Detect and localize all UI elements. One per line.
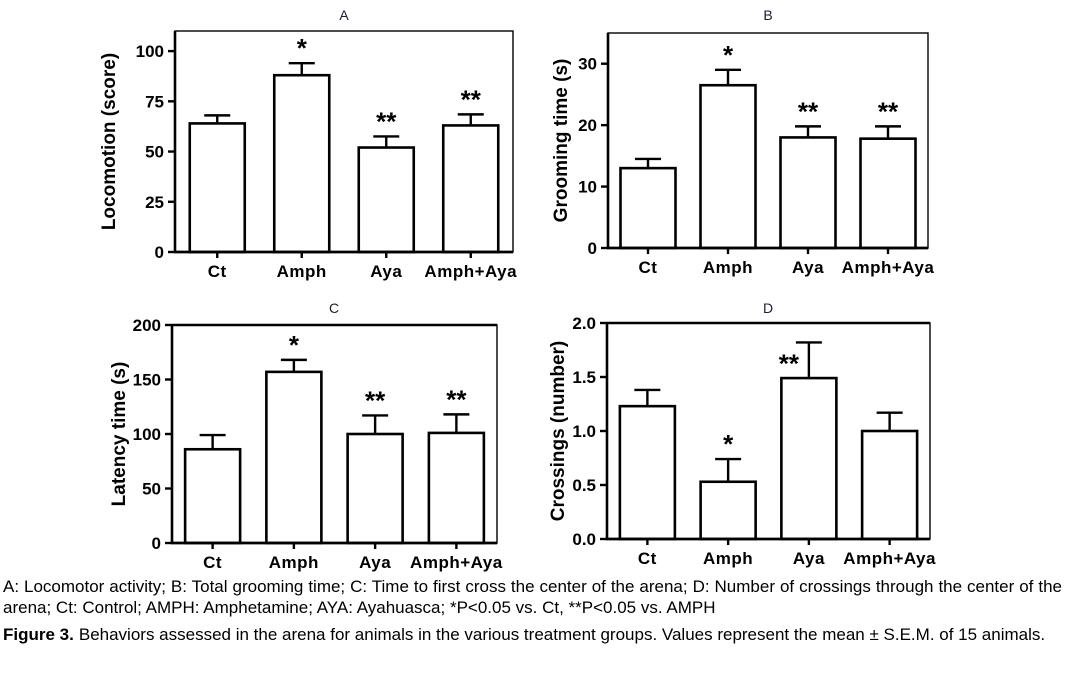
category-label: Amph+Aya bbox=[843, 549, 936, 568]
category-label: Amph bbox=[269, 553, 319, 572]
panel-a-chart: 0 25 50 75 100 Ct Amph * Aya ** Amph+Aya ** A Locomot… bbox=[99, 7, 517, 281]
figure-caption-text: Figure 3. Behaviors assessed in the arena… bbox=[3, 624, 1062, 645]
y-axis-title: Grooming time (s) bbox=[551, 59, 572, 223]
y-tick-label: 25 bbox=[145, 193, 164, 212]
y-axis-title: Crossings (number) bbox=[548, 341, 569, 522]
category-label: Amph bbox=[277, 262, 327, 281]
category-label: Amph+Aya bbox=[424, 262, 517, 281]
panel-d-chart: 0.0 0.5 1.0 1.5 2.0 Ct Amph * Aya ** Amph+Aya D Cros… bbox=[548, 300, 936, 568]
y-tick-label: 100 bbox=[136, 42, 164, 61]
y-tick-label: 0 bbox=[152, 534, 161, 553]
panel-title: D bbox=[763, 300, 773, 316]
significance-marker: * bbox=[723, 429, 734, 459]
bar-amph bbox=[699, 480, 757, 541]
y-tick-label: 2.0 bbox=[572, 314, 596, 333]
category-label: Aya bbox=[370, 262, 402, 281]
bar-amph-aya bbox=[441, 124, 500, 254]
y-tick-label: 20 bbox=[578, 116, 597, 135]
bar-aya bbox=[779, 136, 837, 250]
bar-ct bbox=[188, 122, 247, 254]
bar-aya bbox=[780, 376, 838, 541]
bar-amph bbox=[699, 83, 757, 250]
y-tick-label: 50 bbox=[145, 143, 164, 162]
significance-marker: * bbox=[723, 40, 734, 70]
panel-title: B bbox=[763, 7, 772, 23]
y-tick-label: 0.5 bbox=[572, 476, 596, 495]
category-label: Amph+Aya bbox=[410, 553, 503, 572]
y-tick-label: 75 bbox=[145, 92, 164, 111]
y-axis-title: Latency time (s) bbox=[109, 362, 130, 507]
significance-marker: ** bbox=[461, 84, 482, 114]
category-label: Amph bbox=[703, 549, 753, 568]
figure-caption: A: Locomotor activity; B: Total grooming… bbox=[3, 576, 1062, 645]
bar-ct bbox=[183, 447, 242, 545]
y-tick-label: 1.5 bbox=[572, 368, 596, 387]
y-tick-label: 150 bbox=[133, 371, 161, 390]
significance-marker: ** bbox=[779, 348, 800, 378]
category-label: Ct bbox=[203, 553, 222, 572]
y-tick-label: 0.0 bbox=[572, 530, 596, 549]
y-tick-label: 10 bbox=[578, 178, 597, 197]
bar-amph-aya bbox=[427, 431, 486, 545]
figure-description: Behaviors assessed in the arena for anim… bbox=[78, 625, 1046, 644]
panel-title: A bbox=[339, 7, 349, 23]
bar-aya bbox=[357, 146, 416, 254]
category-label: Aya bbox=[792, 258, 824, 277]
y-tick-label: 100 bbox=[133, 425, 161, 444]
y-tick-label: 200 bbox=[133, 316, 161, 335]
category-label: Ct bbox=[639, 258, 658, 277]
category-label: Ct bbox=[638, 549, 657, 568]
bar-ct bbox=[619, 166, 677, 250]
bar-amph-aya bbox=[860, 429, 919, 541]
bar-aya bbox=[346, 432, 404, 545]
significance-marker: ** bbox=[878, 96, 899, 126]
category-label: Aya bbox=[793, 549, 825, 568]
bar-ct bbox=[618, 404, 677, 541]
figure-number-label: Figure 3. bbox=[3, 625, 74, 644]
category-label: Aya bbox=[359, 553, 391, 572]
panel-title: C bbox=[329, 300, 339, 316]
y-tick-label: 1.0 bbox=[572, 422, 596, 441]
y-tick-label: 50 bbox=[142, 480, 161, 499]
significance-marker: ** bbox=[376, 106, 397, 136]
category-label: Amph+Aya bbox=[842, 258, 935, 277]
panel-b-chart: 0 10 20 30 Ct Amph * Aya ** Amph+Aya ** B Grooming t… bbox=[551, 7, 934, 277]
significance-marker: * bbox=[297, 33, 308, 63]
significance-marker: ** bbox=[446, 384, 467, 414]
category-label: Amph bbox=[703, 258, 753, 277]
y-tick-label: 0 bbox=[588, 239, 597, 258]
significance-marker: ** bbox=[798, 96, 819, 126]
abbreviation-note: A: Locomotor activity; B: Total grooming… bbox=[3, 577, 1062, 617]
y-axis-title: Locomotion (score) bbox=[99, 53, 120, 230]
category-label: Ct bbox=[208, 262, 227, 281]
y-tick-label: 0 bbox=[155, 243, 164, 262]
significance-marker: * bbox=[289, 330, 300, 360]
y-tick-label: 30 bbox=[578, 55, 597, 74]
bar-amph bbox=[272, 73, 331, 254]
panel-c-chart: 0 50 100 150 200 Ct Amph * Aya ** Amph+Aya ** C Laten… bbox=[109, 300, 503, 572]
bar-amph bbox=[265, 370, 323, 545]
significance-marker: ** bbox=[365, 385, 386, 415]
bar-amph-aya bbox=[859, 137, 917, 250]
